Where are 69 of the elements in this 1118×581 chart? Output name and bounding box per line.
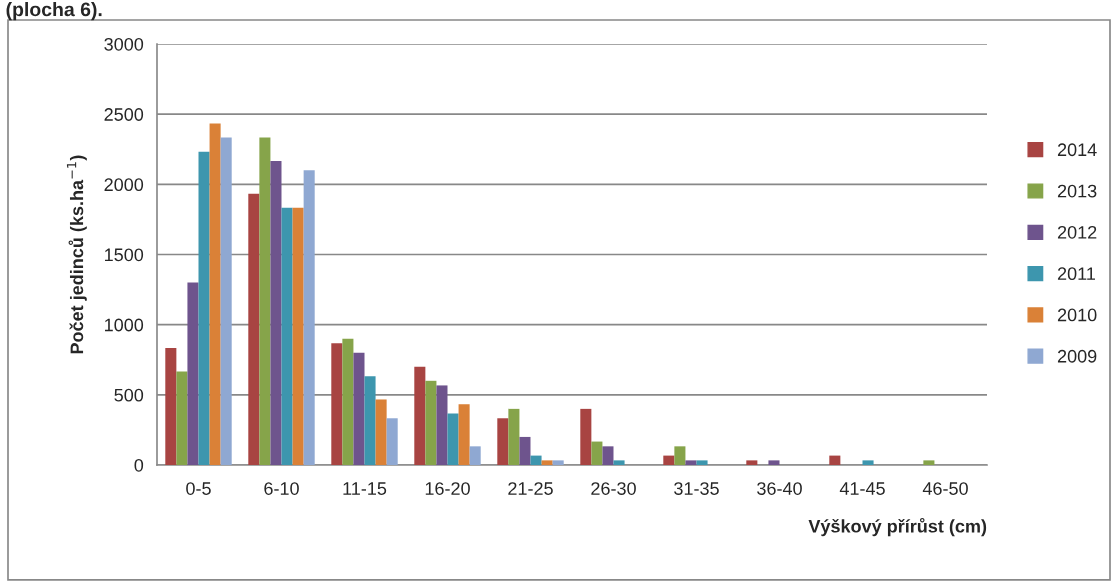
bar: [342, 338, 354, 465]
x-axis-title: Výškový přírůst (cm): [808, 517, 987, 537]
y-axis-title: Počet jedinců (ks.ha$^{−1}$): [66, 155, 87, 354]
bar: [829, 455, 841, 465]
bar: [436, 385, 448, 465]
x-tick-label: 26-30: [591, 482, 636, 495]
legend-label: 2010: [1057, 308, 1097, 322]
y-tick-label: 1000: [105, 318, 144, 332]
y-tick-label: 1500: [105, 248, 144, 262]
bar: [923, 460, 935, 465]
legend-label: 2014: [1057, 143, 1097, 157]
bar: [458, 404, 470, 465]
bar: [469, 446, 481, 465]
x-tick-label: 0-5: [186, 482, 211, 495]
bar: [530, 455, 542, 465]
bar: [746, 460, 758, 465]
bar: [303, 170, 315, 465]
bar: [602, 446, 614, 465]
bar: [414, 366, 426, 465]
bar: [497, 418, 509, 465]
x-tick-label: 36-40: [757, 482, 802, 495]
x-tick-label: 46-50: [922, 482, 968, 495]
y-tick-label: 0: [134, 458, 144, 472]
x-tick-label: 41-45: [839, 482, 885, 495]
bar: [198, 151, 210, 465]
x-tick-label: 16-20: [425, 482, 470, 495]
bar: [187, 282, 199, 465]
bar: [768, 460, 780, 465]
bar: [375, 399, 387, 465]
bar: [425, 380, 437, 465]
bar: [447, 413, 459, 465]
bar: [292, 207, 304, 465]
bar: [270, 160, 282, 465]
bar: [364, 376, 376, 465]
bar: [386, 418, 398, 465]
bar: [862, 460, 874, 465]
bar: [220, 137, 232, 465]
bar: [353, 352, 365, 465]
bar: [519, 436, 531, 465]
bar: [591, 441, 603, 465]
bar: [259, 137, 271, 465]
legend-label: 2013: [1057, 184, 1097, 198]
x-tick-label: 6-10: [264, 482, 299, 495]
bar: [248, 193, 260, 465]
bar: [552, 460, 564, 465]
bar: [580, 408, 592, 465]
x-tick-label: 31-35: [674, 482, 719, 495]
bar: [663, 455, 675, 465]
text: (plocha 6).: [6, 2, 102, 21]
bar: [281, 207, 293, 465]
bar: [613, 460, 625, 465]
y-tick-label: 500: [114, 388, 144, 402]
bar: [696, 460, 708, 465]
bar: [331, 343, 343, 465]
bar: [176, 371, 188, 465]
y-tick-label: 2500: [104, 108, 144, 121]
bar: [165, 348, 177, 465]
bar: [508, 408, 520, 465]
x-tick-label: 11-15: [343, 482, 387, 495]
bar: [209, 123, 221, 465]
x-tick-label: 21-25: [508, 482, 553, 495]
y-tick-label: 3000: [104, 37, 144, 51]
legend-label: 2012: [1057, 225, 1097, 239]
bar: [674, 446, 686, 465]
y-tick-label: 2000: [104, 178, 144, 192]
legend-label: 2011: [1057, 267, 1095, 281]
bar: [685, 460, 697, 465]
legend-label: 2009: [1057, 349, 1097, 363]
bar: [541, 460, 553, 465]
